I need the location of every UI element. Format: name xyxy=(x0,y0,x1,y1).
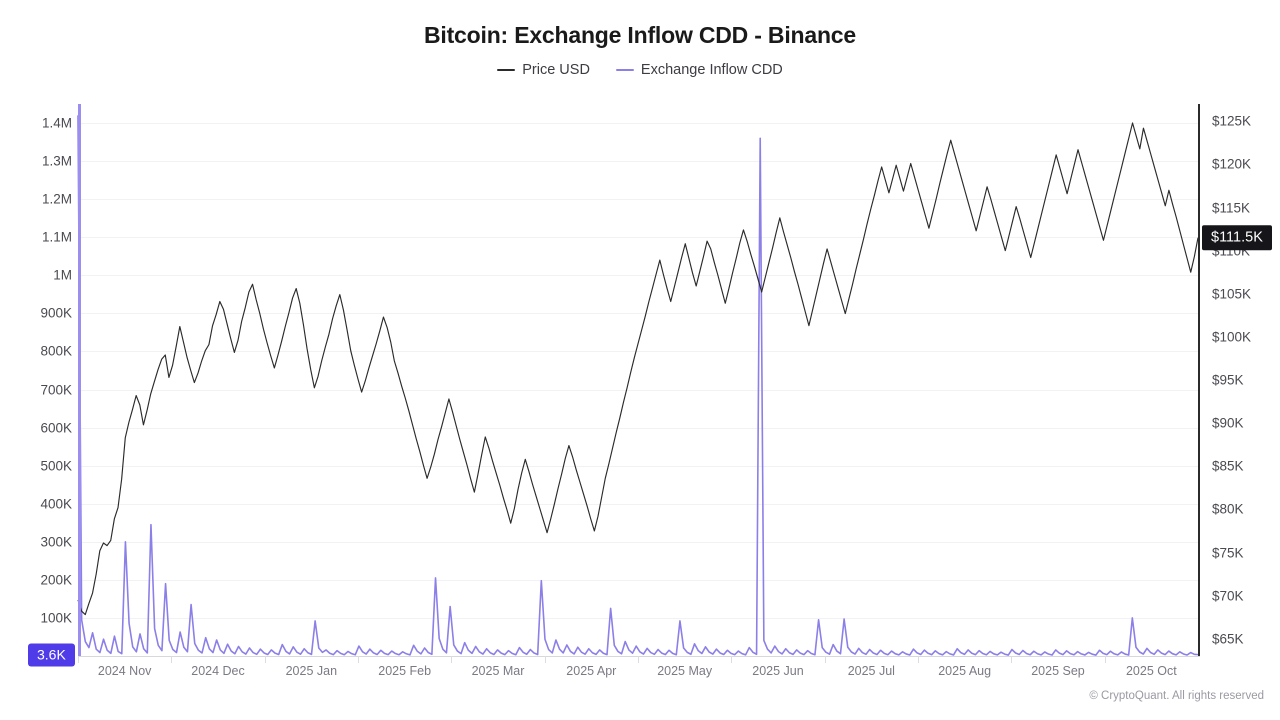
y-axis-left-tick-label: 100K xyxy=(40,610,72,626)
legend-item-exchange-inflow-cdd[interactable]: Exchange Inflow CDD xyxy=(615,62,783,78)
y-axis-right-tick-label: $125K xyxy=(1212,113,1252,129)
copyright-notice: © CryptoQuant. All rights reserved xyxy=(1089,690,1264,702)
y-axis-left-tick-label: 1.4M xyxy=(41,115,72,131)
y-axis-right-tick-label: $80K xyxy=(1212,501,1244,517)
gridline xyxy=(78,617,1198,619)
chart-legend: Price USD Exchange Inflow CDD xyxy=(0,62,1280,78)
legend-label-exchange-inflow-cdd: Exchange Inflow CDD xyxy=(640,62,783,78)
y-axis-left-tick-label: 200K xyxy=(40,572,72,588)
left-axis-value-badge: 3.6K xyxy=(28,643,75,667)
x-axis-tick-label: 2025 Sep xyxy=(1031,664,1085,678)
x-axis-tick-mark xyxy=(731,656,733,663)
gridline xyxy=(78,427,1198,429)
x-axis-tick-label: 2024 Dec xyxy=(191,664,245,678)
x-axis-tick-mark xyxy=(78,656,79,663)
gridline xyxy=(78,389,1198,391)
series-layer xyxy=(77,115,1199,656)
y-axis-left-tick-label: 800K xyxy=(40,343,72,359)
legend-label-price-usd: Price USD xyxy=(522,62,590,78)
y-axis-right-tick-label: $75K xyxy=(1212,545,1244,560)
y-axis-left-tick-label: 1.2M xyxy=(41,191,72,207)
gridline xyxy=(78,161,1198,163)
y-axis-right-tick-label: $70K xyxy=(1212,588,1244,604)
y-axis-right-tick-label: $90K xyxy=(1212,415,1244,431)
y-axis-left-tick-label: 1.3M xyxy=(41,153,72,169)
plot-area[interactable] xyxy=(77,104,1199,656)
gridline xyxy=(78,503,1198,505)
right-axis-value-badge: $111.5K xyxy=(1202,224,1272,251)
x-axis-tick-mark xyxy=(824,656,826,663)
y-axis-left-line xyxy=(78,104,81,656)
x-axis-tick-mark xyxy=(918,656,919,663)
x-axis-tick-mark xyxy=(638,656,639,663)
y-axis-left-tick-label: 600K xyxy=(40,420,72,436)
x-axis-tick-label: 2025 Jan xyxy=(285,664,338,678)
x-axis-tick-mark xyxy=(451,656,453,663)
gridline xyxy=(78,275,1198,277)
legend-item-price-usd[interactable]: Price USD xyxy=(497,62,590,78)
x-axis-tick-label: 2025 May xyxy=(657,664,713,678)
gridline xyxy=(78,465,1198,467)
y-axis-right-tick-label: $65K xyxy=(1212,631,1244,647)
x-axis-tick-label: 2025 Aug xyxy=(938,664,992,678)
x-axis-tick-label: 2024 Nov xyxy=(97,664,152,678)
y-axis-right-tick-label: $95K xyxy=(1212,372,1244,388)
x-axis-tick-mark xyxy=(1104,656,1106,663)
gridline xyxy=(78,199,1198,201)
x-axis-tick-label: 2025 Jun xyxy=(752,664,804,678)
y-axis-left-tick-label: 1.1M xyxy=(41,229,72,245)
y-axis-right-tick-label: $105K xyxy=(1212,286,1252,302)
x-axis-tick-mark xyxy=(1011,656,1013,663)
y-axis-right-tick-label: $100K xyxy=(1212,329,1252,345)
gridline xyxy=(78,579,1198,581)
gridline xyxy=(78,541,1198,543)
y-axis-left-tick-label: 1M xyxy=(53,267,72,283)
y-axis-left-tick-label: 500K xyxy=(40,458,72,474)
y-axis-right-line xyxy=(1198,104,1200,656)
plot-background xyxy=(78,104,1198,656)
gridline xyxy=(78,123,1198,125)
x-axis-tick-label: 2025 Oct xyxy=(1125,664,1177,678)
x-axis-tick-mark xyxy=(358,656,359,663)
page-title: Bitcoin: Exchange Inflow CDD - Binance xyxy=(424,22,856,48)
y-axis-right-tick-label: $115K xyxy=(1212,200,1251,215)
x-axis-line xyxy=(78,656,1200,657)
legend-swatch-exchange-inflow-cdd xyxy=(615,69,634,71)
gridline xyxy=(78,351,1198,353)
x-axis-tick-label: 2025 Feb xyxy=(378,664,432,678)
x-axis-tick-mark xyxy=(544,656,546,663)
x-axis-tick-label: 2025 Jul xyxy=(847,664,895,678)
x-axis-tick-label: 2025 Mar xyxy=(471,664,525,678)
y-axis-left-tick-label: 400K xyxy=(40,496,72,512)
series-line-price-usd xyxy=(77,122,1199,616)
x-axis-tick-mark xyxy=(264,656,266,663)
x-axis-tick-mark xyxy=(171,656,173,663)
y-axis-right-tick-label: $85K xyxy=(1212,458,1244,474)
x-axis-tick-label: 2025 Apr xyxy=(566,664,617,678)
legend-swatch-price-usd xyxy=(497,69,516,71)
y-axis-left-tick-label: 700K xyxy=(40,382,72,398)
series-line-exchange-inflow-cdd xyxy=(77,115,1199,656)
gridline xyxy=(78,313,1198,315)
gridline xyxy=(78,237,1198,239)
y-axis-left-tick-label: 900K xyxy=(40,305,72,321)
y-axis-right-tick-label: $120K xyxy=(1212,156,1252,172)
y-axis-left-tick-label: 300K xyxy=(40,534,72,550)
